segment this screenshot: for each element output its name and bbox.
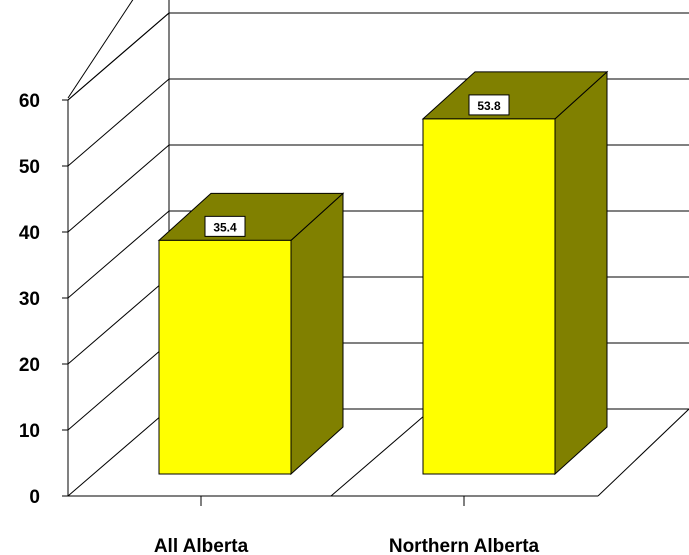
side-gridline: [67, 342, 170, 431]
side-gridline: [67, 78, 170, 167]
x-category-label: All Alberta: [154, 536, 249, 555]
y-tick-label: 20: [19, 355, 40, 376]
y-tick-label: 60: [19, 91, 40, 112]
data-label-box: [204, 215, 246, 237]
y-tick-label: 10: [19, 421, 40, 442]
bar-side-face: [290, 192, 344, 476]
y-tick-label: 40: [19, 223, 40, 244]
side-wall-upper: [67, 0, 134, 99]
bars: 35.4 53.8: [157, 70, 609, 476]
y-tick-label: 50: [19, 157, 40, 178]
y-axis: 0 10 20 30 40 50 60: [19, 91, 69, 508]
bar: 35.4: [157, 192, 345, 476]
y-tick-label: 0: [29, 487, 40, 508]
side-gridline: [67, 276, 170, 365]
floor-right-edge: [597, 408, 689, 497]
bar-front-face: [158, 239, 292, 475]
side-gridline: [67, 144, 170, 233]
x-axis: All Alberta Northern Alberta: [154, 496, 540, 555]
bar-side-face: [554, 70, 608, 476]
bar: 53.8: [421, 70, 609, 476]
x-category-label: Northern Alberta: [389, 536, 540, 555]
data-label: 53.8: [477, 99, 501, 113]
y-tick-label: 30: [19, 289, 40, 310]
floor-divider: [330, 408, 433, 497]
data-label-box: [468, 94, 510, 116]
bar-front-face: [422, 118, 556, 475]
side-gridline: [67, 408, 170, 497]
data-label: 35.4: [213, 220, 237, 234]
side-gridline: [67, 210, 170, 299]
side-gridline: [67, 12, 170, 101]
